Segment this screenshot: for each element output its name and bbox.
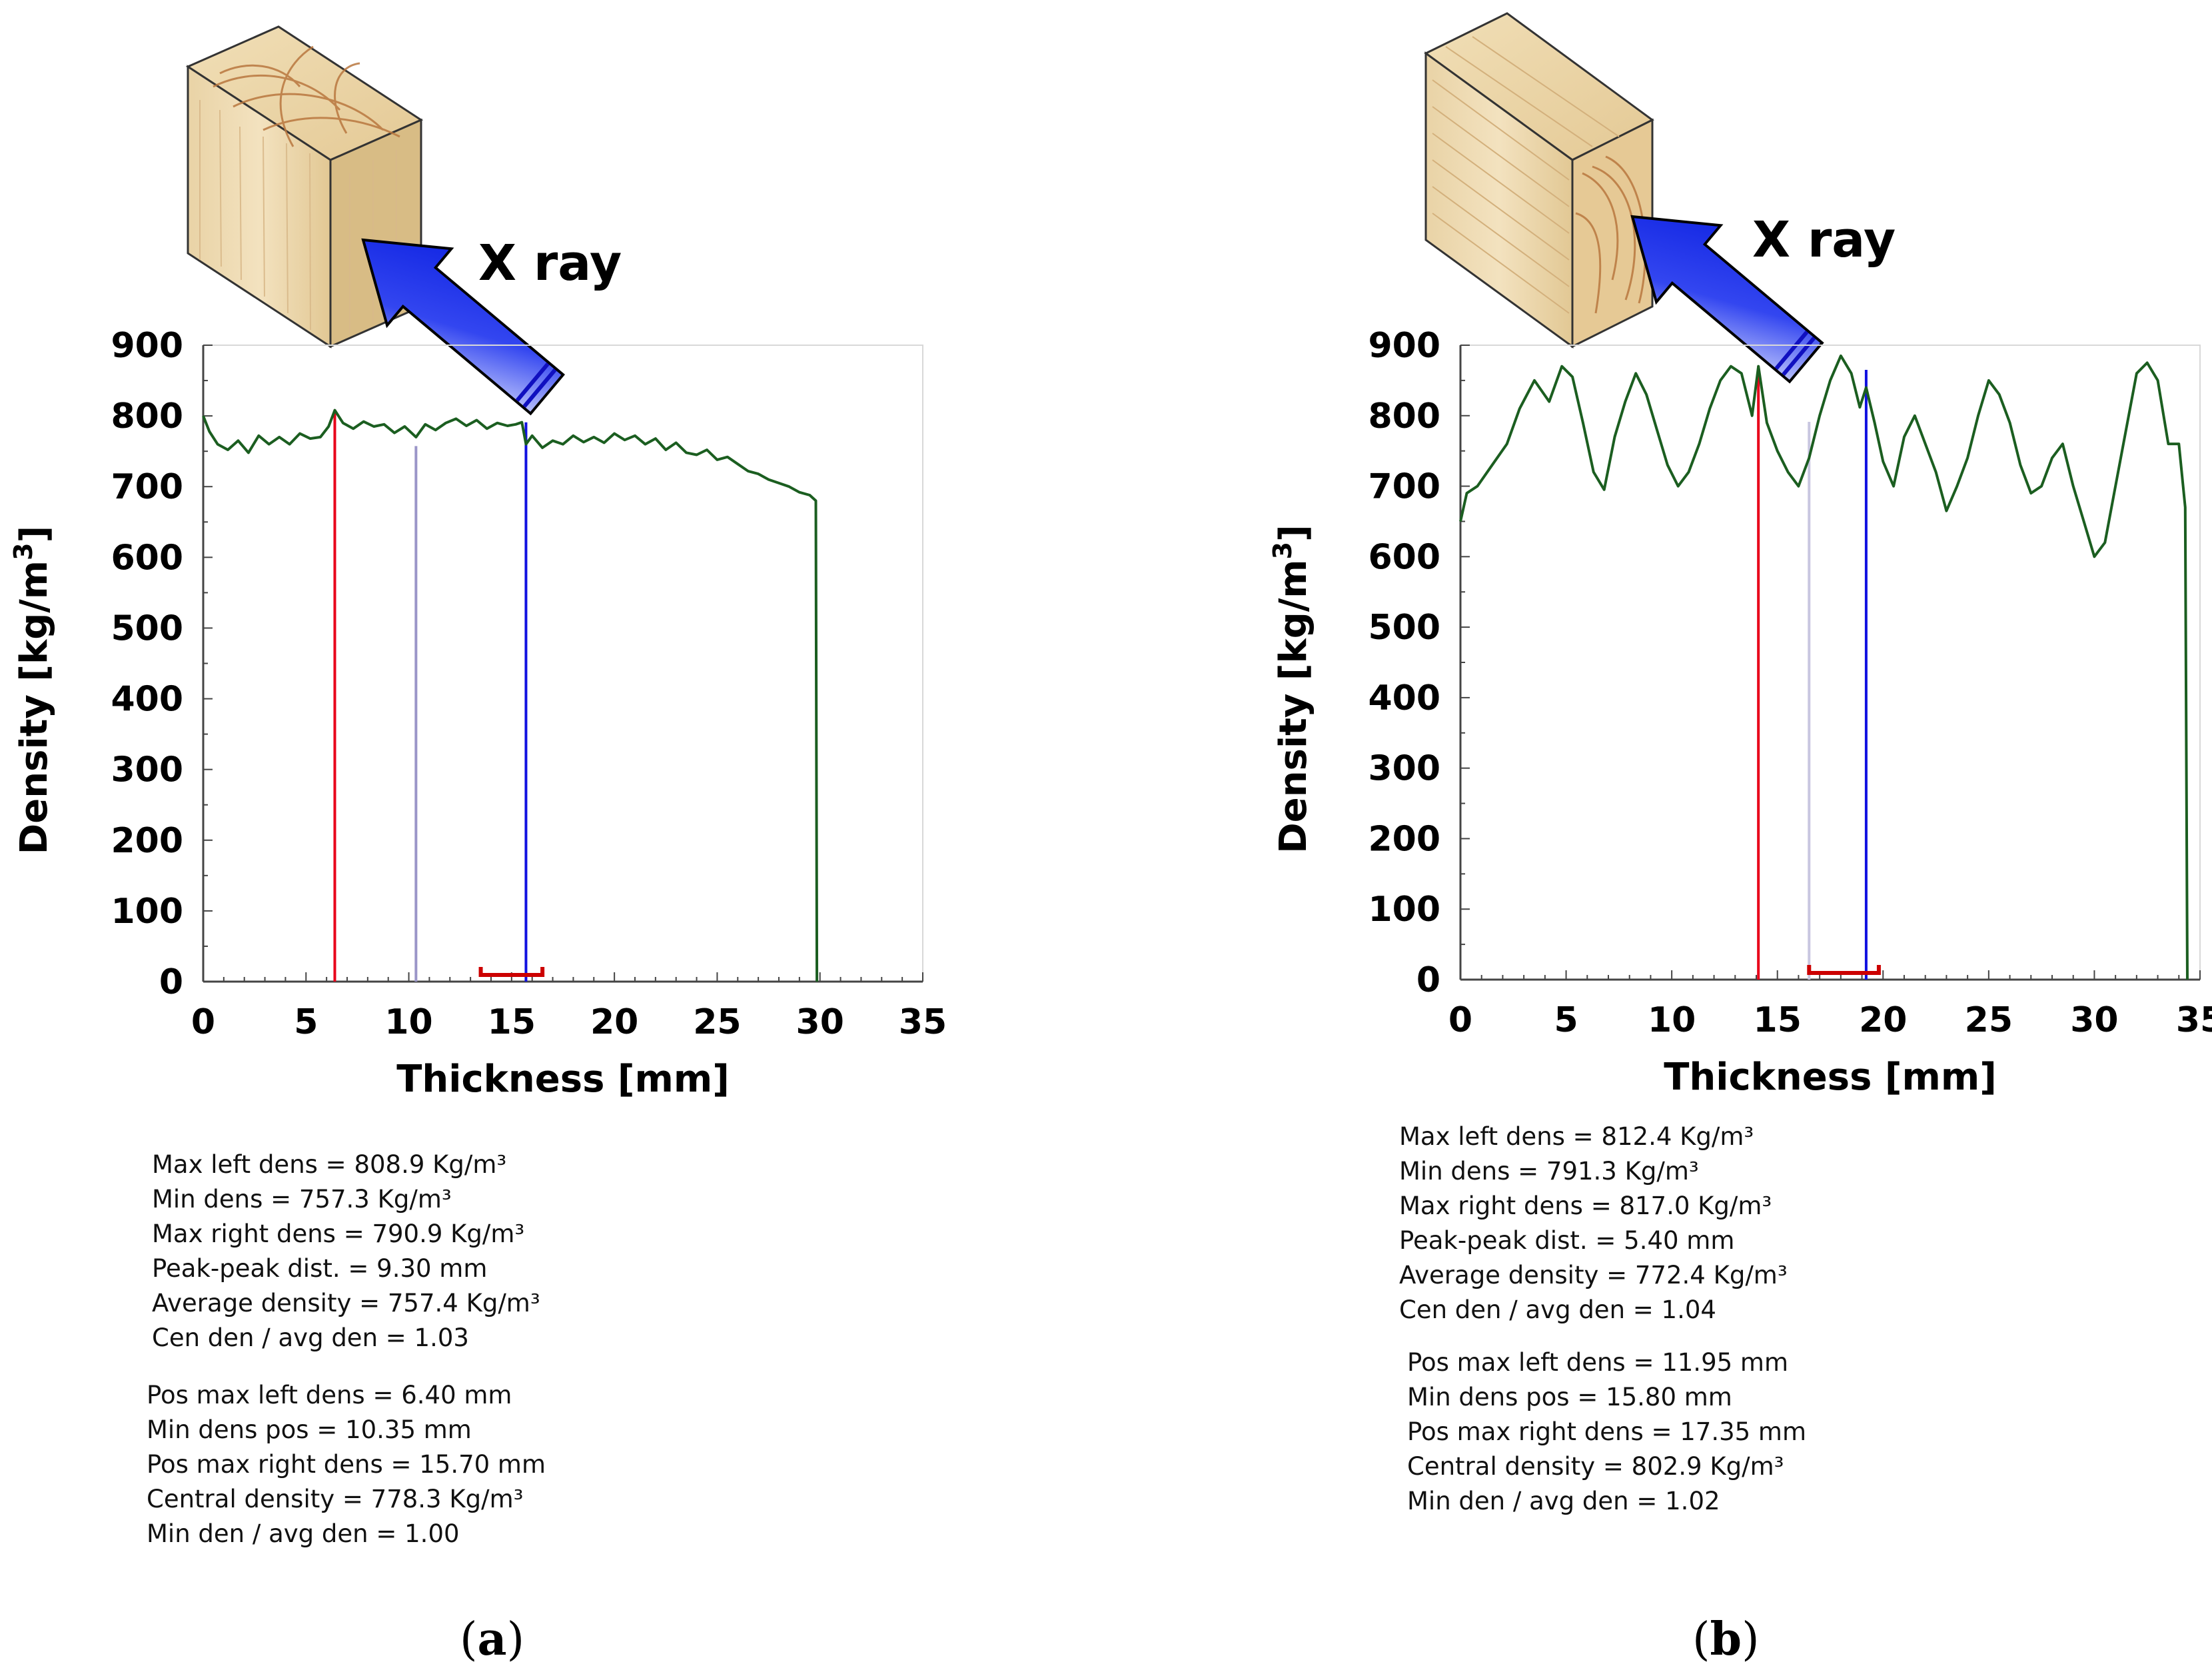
peak-distance-bracket bbox=[1807, 965, 1881, 975]
xray-label-a: X ray bbox=[478, 235, 622, 292]
y-tick-label: 200 bbox=[1368, 819, 1440, 859]
x-tick-label: 30 bbox=[796, 1002, 844, 1042]
x-tick-label: 10 bbox=[384, 1002, 432, 1042]
y-tick-label: 400 bbox=[111, 680, 183, 720]
panel-letter-a: a bbox=[477, 1613, 507, 1666]
y-tick-label: 700 bbox=[1368, 467, 1440, 507]
y-tick-label: 100 bbox=[111, 892, 183, 932]
y-tick-label: 100 bbox=[1368, 890, 1440, 930]
stat-line: Min dens pos = 10.35 mm bbox=[147, 1415, 472, 1444]
panel-letter-b: b bbox=[1710, 1613, 1742, 1666]
y-tick-label: 0 bbox=[1416, 960, 1440, 1000]
x-tick-label: 25 bbox=[693, 1002, 741, 1042]
peak-distance-bracket bbox=[478, 967, 545, 977]
y-tick-label: 0 bbox=[159, 962, 183, 1002]
panel-b: X ray 0 5 10 15 20 25 30 35 0 100 200 300 400 500 600 7… bbox=[1268, 12, 2212, 1099]
stat-line: Max left dens = 812.4 Kg/m³ bbox=[1399, 1122, 1754, 1151]
y-axis-title: Density [kg/m3] bbox=[9, 526, 56, 854]
panel-label-b: (b) bbox=[1692, 1613, 1760, 1666]
x-tick-label: 5 bbox=[294, 1002, 318, 1042]
y-tick-label: 500 bbox=[111, 608, 183, 648]
y-tick-label: 900 bbox=[111, 326, 183, 366]
y-tick-label: 500 bbox=[1368, 608, 1440, 648]
density-profile-line bbox=[1459, 354, 2189, 980]
stat-line: Pos max left dens = 11.95 mm bbox=[1407, 1348, 1789, 1377]
y-tick-label: 700 bbox=[111, 467, 183, 507]
x-tick-label: 15 bbox=[1754, 1000, 1802, 1040]
x-axis-title: Thickness [mm] bbox=[396, 1058, 730, 1101]
y-tick-label: 300 bbox=[111, 750, 183, 790]
y-axis-title-superscript: 3 bbox=[9, 542, 38, 560]
y-tick-label: 200 bbox=[111, 821, 183, 861]
y-tick-label: 900 bbox=[1368, 326, 1440, 366]
stat-line: Max right dens = 790.9 Kg/m³ bbox=[152, 1220, 525, 1248]
stat-line: Min den / avg den = 1.00 bbox=[147, 1519, 460, 1548]
stats-block-b-positions: Pos max left dens = 11.95 mm Min dens po… bbox=[1407, 1345, 1806, 1518]
stat-line: Min den / avg den = 1.02 bbox=[1407, 1487, 1720, 1515]
stat-line: Peak-peak dist. = 5.40 mm bbox=[1399, 1226, 1735, 1255]
stat-line: Average density = 772.4 Kg/m³ bbox=[1399, 1261, 1788, 1289]
stat-line: Peak-peak dist. = 9.30 mm bbox=[152, 1254, 488, 1283]
stat-line: Pos max right dens = 17.35 mm bbox=[1407, 1417, 1807, 1446]
stats-block-a-summary: Max left dens = 808.9 Kg/m³ Min dens = 7… bbox=[152, 1148, 540, 1355]
stat-line: Min dens = 757.3 Kg/m³ bbox=[152, 1185, 452, 1214]
x-tick-label: 0 bbox=[191, 1002, 215, 1042]
y-tick-label: 800 bbox=[1368, 397, 1440, 436]
x-tick-label: 15 bbox=[488, 1002, 536, 1042]
stats-block-b-summary: Max left dens = 812.4 Kg/m³ Min dens = 7… bbox=[1399, 1120, 1788, 1327]
y-axis-title-bracket: ] bbox=[1272, 524, 1315, 542]
y-axis-title-superscript: 3 bbox=[1268, 542, 1297, 559]
x-tick-label: 35 bbox=[899, 1002, 947, 1042]
x-tick-label: 20 bbox=[1859, 1000, 1907, 1040]
stat-line: Cen den / avg den = 1.04 bbox=[1399, 1295, 1716, 1324]
x-axis-title: Thickness [mm] bbox=[1664, 1056, 1997, 1099]
x-tick-label: 35 bbox=[2176, 1000, 2212, 1040]
stat-line: Pos max left dens = 6.40 mm bbox=[147, 1381, 512, 1409]
plot-area-a: 0 5 10 15 20 25 30 35 0 100 200 300 400 500 600 700 800 9… bbox=[9, 326, 947, 1101]
plot-frame bbox=[203, 345, 923, 982]
x-tick-label: 5 bbox=[1554, 1000, 1578, 1040]
density-profile-line bbox=[202, 409, 819, 982]
stat-line: Average density = 757.4 Kg/m³ bbox=[152, 1289, 540, 1317]
y-tick-label: 800 bbox=[111, 397, 183, 436]
stat-line: Central density = 802.9 Kg/m³ bbox=[1407, 1452, 1784, 1481]
y-axis-title-text: Density [kg/m bbox=[13, 560, 56, 854]
x-tick-label: 25 bbox=[1965, 1000, 2013, 1040]
xray-arrow-a bbox=[361, 238, 566, 416]
y-tick-label: 600 bbox=[111, 538, 183, 578]
panel-a: X ray 0 5 10 15 20 25 30 35 0 100 200 300 400 500 600 7… bbox=[9, 25, 947, 1101]
x-tick-label: 30 bbox=[2070, 1000, 2118, 1040]
y-tick-label: 300 bbox=[1368, 749, 1440, 789]
wood-block-b-illustration bbox=[1424, 12, 1654, 349]
x-tick-label: 20 bbox=[590, 1002, 638, 1042]
panel-label-a: (a) bbox=[460, 1613, 525, 1666]
y-axis-title-text: Density [kg/m bbox=[1272, 559, 1315, 853]
x-tick-label: 10 bbox=[1648, 1000, 1696, 1040]
plot-area-b: 0 5 10 15 20 25 30 35 0 100 200 300 400 500 600 700 800 9… bbox=[1268, 326, 2212, 1099]
stat-line: Max right dens = 817.0 Kg/m³ bbox=[1399, 1192, 1772, 1220]
y-axis-title: Density [kg/m3] bbox=[1268, 524, 1315, 853]
y-tick-label: 400 bbox=[1368, 678, 1440, 718]
stat-line: Central density = 778.3 Kg/m³ bbox=[147, 1485, 524, 1513]
stat-line: Min dens pos = 15.80 mm bbox=[1407, 1383, 1732, 1411]
xray-arrow-b bbox=[1630, 215, 1824, 384]
stat-line: Cen den / avg den = 1.03 bbox=[152, 1323, 469, 1352]
xray-label-b: X ray bbox=[1752, 211, 1896, 269]
stat-line: Max left dens = 808.9 Kg/m³ bbox=[152, 1150, 507, 1179]
y-axis-title-bracket: ] bbox=[13, 526, 56, 543]
stat-line: Pos max right dens = 15.70 mm bbox=[147, 1450, 546, 1479]
stat-line: Min dens = 791.3 Kg/m³ bbox=[1399, 1157, 1699, 1186]
x-tick-label: 0 bbox=[1448, 1000, 1472, 1040]
y-tick-label: 600 bbox=[1368, 537, 1440, 577]
plot-frame bbox=[1460, 345, 2201, 980]
stats-block-a-positions: Pos max left dens = 6.40 mm Min dens pos… bbox=[147, 1378, 546, 1551]
